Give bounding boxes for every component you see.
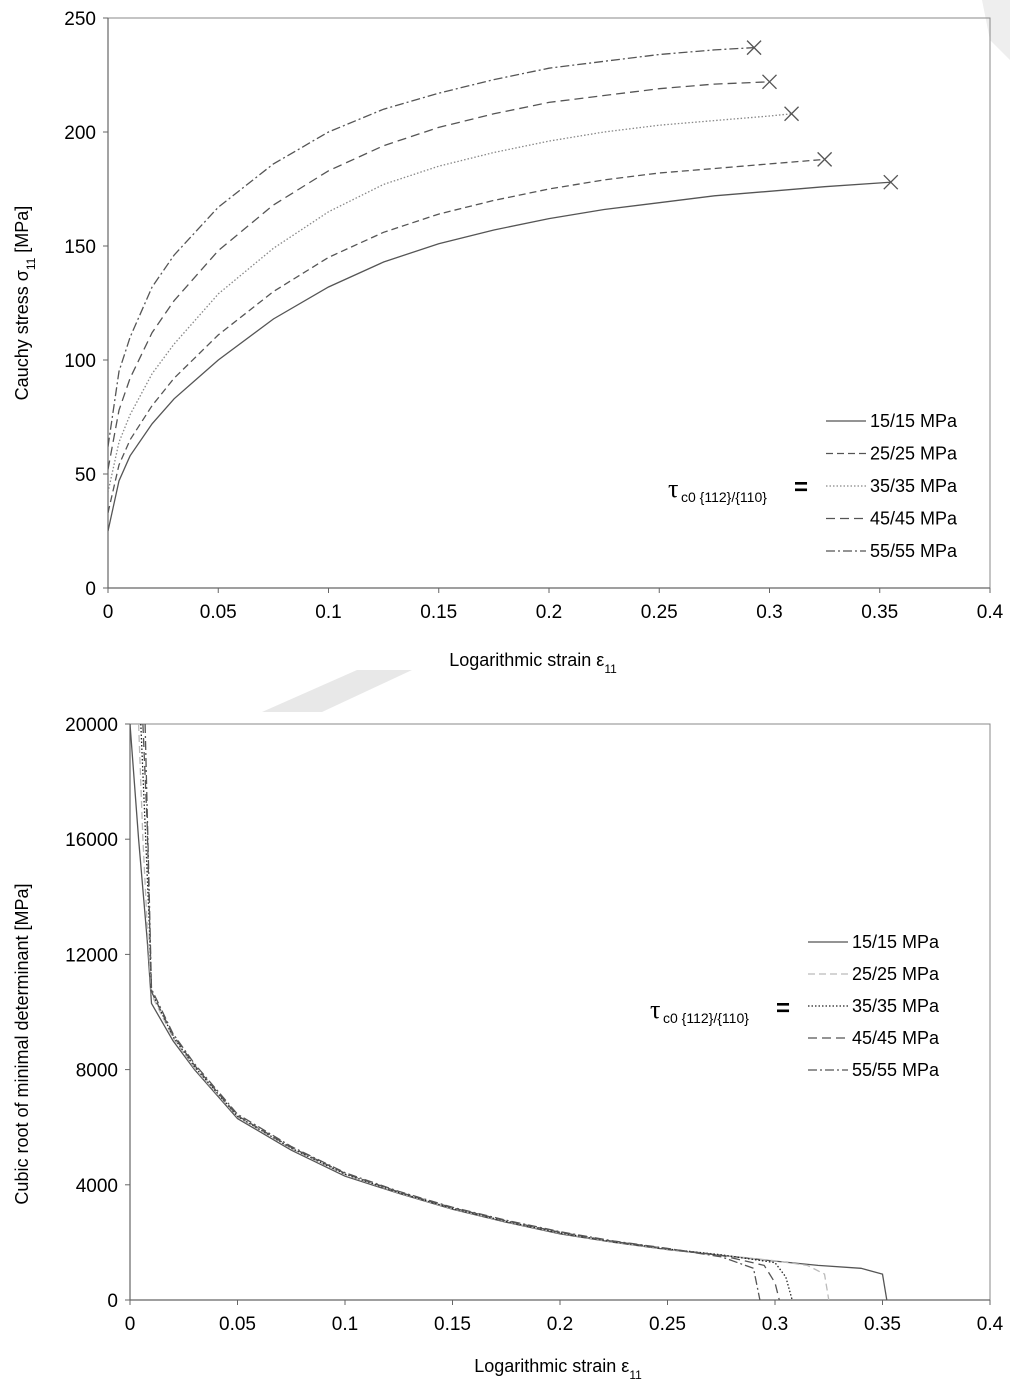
legend-label: 45/45 MPa <box>870 509 958 529</box>
y-tick-label: 4000 <box>76 1176 118 1197</box>
plot-area <box>107 17 991 589</box>
failure-marker <box>762 74 777 90</box>
x-tick-label: 0.1 <box>332 1314 358 1335</box>
x-tick-label: 0.25 <box>649 1314 686 1335</box>
determinant-strain-chart: 0 0.05 0.1 0.15 0.2 0.25 0.3 0.35 0.4 0 4000 8000 12… <box>12 715 1004 1380</box>
legend-label: 25/25 MPa <box>870 444 958 464</box>
failure-marker <box>746 40 762 56</box>
x-tick-label: 0 <box>103 602 114 623</box>
background-watermark-shape-corner <box>982 0 1010 60</box>
x-tick-label: 0.15 <box>434 1314 471 1335</box>
x-axis-label: Logarithmic strain ε11 <box>449 650 617 676</box>
x-tick-label: 0.3 <box>762 1314 788 1335</box>
legend-label: 35/35 MPa <box>870 476 958 496</box>
x-axis-label-subscript: 11 <box>604 662 617 676</box>
y-tick-label: 8000 <box>76 1061 118 1082</box>
x-axis-label-subscript: 11 <box>629 1368 642 1380</box>
series-line <box>108 158 825 513</box>
x-tick-label: 0.2 <box>547 1314 573 1335</box>
legend-prefix: τ <box>668 474 678 503</box>
y-tick-label: 12000 <box>65 945 118 966</box>
failure-marker <box>883 174 899 190</box>
x-tick-label: 0.1 <box>315 602 341 623</box>
background-watermark-shape <box>262 670 412 712</box>
x-tick-label: 0.05 <box>219 1314 256 1335</box>
series-line <box>108 113 792 493</box>
failure-marker-stroke <box>746 40 762 56</box>
series-line <box>108 46 755 447</box>
x-tick-label: 0.15 <box>420 602 457 623</box>
series-line <box>108 181 891 532</box>
y-tick-label: 16000 <box>65 830 118 851</box>
x-tick-label: 0.25 <box>641 602 678 623</box>
x-tick-label: 0.2 <box>536 602 562 623</box>
legend-label: 15/15 MPa <box>852 932 940 952</box>
y-tick-label: 250 <box>64 9 96 30</box>
x-tick-label: 0.35 <box>864 1314 901 1335</box>
legend-prefix-subscript: c0 {112}/{110} <box>681 489 767 505</box>
failure-marker-stroke <box>817 151 833 167</box>
legend-label: 45/45 MPa <box>852 1028 940 1048</box>
failure-marker <box>817 151 833 167</box>
x-tick-label: 0.35 <box>861 602 898 623</box>
y-axis-label: Cauchy stress σ11 [MPa] <box>12 206 38 401</box>
failure-marker-stroke <box>883 174 899 190</box>
y-axis-label-unit: [MPa] <box>12 206 32 258</box>
y-tick-label: 150 <box>64 237 96 258</box>
series-line <box>144 724 761 1300</box>
legend-label: 35/35 MPa <box>852 996 940 1016</box>
legend-label: 55/55 MPa <box>870 541 958 561</box>
y-tick-label: 20000 <box>65 715 118 736</box>
stress-strain-chart: 0 0.05 0.1 0.15 0.2 0.25 0.3 0.35 0.4 0 50 100 150 20… <box>12 9 1004 676</box>
legend-prefix-equals: = <box>776 995 790 1022</box>
series-line <box>142 724 780 1300</box>
series-line <box>130 724 888 1300</box>
x-tick-label: 0.3 <box>756 602 782 623</box>
y-axis-label-subscript: 11 <box>24 257 38 270</box>
failure-marker-stroke <box>784 106 800 122</box>
x-tick-label: 0.4 <box>977 1314 1004 1335</box>
legend-prefix-equals: = <box>794 474 808 501</box>
x-tick-label: 0.4 <box>977 602 1004 623</box>
y-tick-label: 50 <box>75 465 96 486</box>
legend-label: 15/15 MPa <box>870 411 958 431</box>
y-axis-label: Cubic root of minimal determinant [MPa] <box>12 883 32 1204</box>
y-tick-label: 0 <box>85 579 96 600</box>
legend-label: 25/25 MPa <box>852 964 940 984</box>
legend-prefix: τ <box>650 995 660 1024</box>
x-tick-label: 0.05 <box>200 602 237 623</box>
y-tick-label: 200 <box>64 123 96 144</box>
x-axis-label: Logarithmic strain ε11 <box>474 1356 642 1380</box>
failure-marker <box>784 106 800 122</box>
legend-prefix-subscript: c0 {112}/{110} <box>663 1010 749 1026</box>
legend-label: 55/55 MPa <box>852 1060 940 1080</box>
x-tick-label: 0 <box>125 1314 136 1335</box>
series-line <box>108 81 770 470</box>
y-tick-label: 0 <box>107 1291 118 1312</box>
failure-marker-stroke <box>762 74 777 90</box>
y-tick-label: 100 <box>64 351 96 372</box>
